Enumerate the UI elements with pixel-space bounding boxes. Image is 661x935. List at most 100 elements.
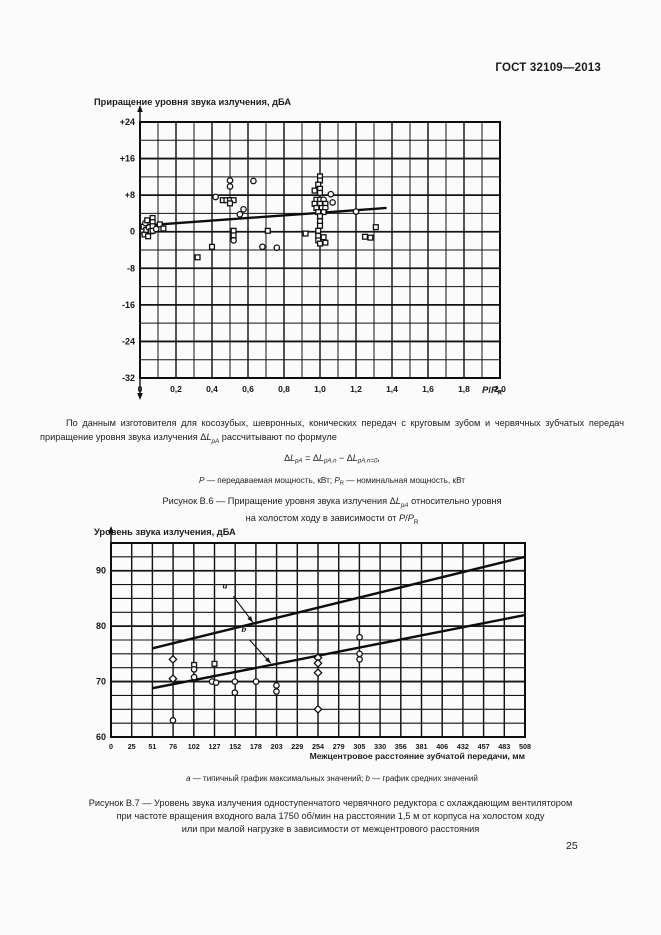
data-point	[264, 227, 271, 234]
document-header: ГОСТ 32109—2013	[495, 62, 601, 74]
x-tick-label: 1,8	[458, 384, 470, 394]
x-tick-label: 0,8	[278, 384, 290, 394]
x-tick-label: 330	[374, 742, 386, 751]
data-point	[152, 225, 160, 233]
data-point	[372, 224, 379, 231]
x-tick-label: 381	[416, 742, 428, 751]
plot-border	[110, 542, 526, 738]
text-segment: L	[290, 453, 296, 463]
chart-b7-y-axis-title: Уровень звука излучения, дБА	[94, 527, 236, 537]
data-point	[212, 679, 220, 687]
text-segment: b	[365, 774, 370, 783]
chart-b6-x-axis-label: P/PR	[462, 385, 522, 397]
data-point	[322, 239, 329, 246]
text-segment: ,	[377, 453, 380, 463]
data-point	[168, 654, 178, 664]
data-point	[169, 717, 177, 724]
data-point	[212, 193, 219, 201]
y-tick-label: +8	[125, 190, 135, 200]
text-segment: — типичный график максимальных значений;	[190, 774, 366, 783]
x-tick-label: 0,4	[206, 384, 218, 394]
text-segment: рассчитывают по формуле	[219, 431, 337, 442]
text-segment: /	[488, 385, 491, 396]
data-point	[250, 177, 257, 185]
text-segment: Рисунок В.6 — Приращение уровня звука из…	[162, 496, 396, 506]
data-point	[316, 213, 324, 220]
y-tick-label: +16	[120, 154, 135, 164]
data-point	[236, 210, 244, 218]
x-tick-label: 305	[353, 742, 365, 751]
text-segment: pA,n=0	[357, 457, 378, 465]
chart-b7-x-axis-label: Межцентровое расстояние зубчатой передач…	[309, 751, 525, 761]
x-tick-label: 51	[148, 742, 156, 751]
x-tick-label: 2,0	[494, 384, 506, 394]
formula: ΔLpA = ΔLpA,n − ΔLpA,n=0,	[40, 453, 624, 465]
data-point	[145, 233, 152, 240]
data-point	[190, 666, 198, 673]
text-segment: L	[206, 431, 212, 442]
y-tick-label: -32	[122, 373, 135, 383]
data-point	[208, 243, 216, 250]
text-segment: /	[405, 512, 408, 523]
data-point	[240, 205, 247, 213]
trend-line-b	[152, 613, 526, 690]
x-tick-label: 483	[498, 742, 510, 751]
trend-line-regression	[139, 206, 387, 227]
figure-b7-caption-line3: или при малой нагрузке в зависимости от …	[181, 824, 480, 834]
text-segment: P	[399, 512, 406, 523]
y-axis-arrow-head	[108, 526, 114, 533]
annotation-label-b: b	[241, 625, 246, 635]
data-point	[230, 197, 237, 204]
data-point	[273, 244, 281, 252]
text-segment: R	[413, 518, 419, 526]
plot-border	[139, 121, 501, 379]
text-segment: P	[334, 476, 340, 485]
page-number: 25	[566, 840, 578, 852]
text-segment: P	[198, 476, 205, 485]
y-tick-label: 80	[96, 621, 106, 631]
text-segment: P	[490, 385, 498, 396]
data-point	[252, 678, 260, 685]
text-segment: — передаваемая мощность, кВт;	[204, 476, 335, 485]
data-point	[160, 225, 167, 232]
data-point	[273, 682, 280, 689]
figure-b6-caption: Рисунок В.6 — Приращение уровня звука из…	[40, 495, 624, 529]
trend-line-a	[152, 555, 526, 650]
x-tick-label: 406	[436, 742, 448, 751]
figure-b6-caption-line2: на холостом ходу в зависимости от P/PR	[40, 512, 624, 529]
data-point	[356, 650, 363, 658]
chart-b6-y-axis-title: Приращение уровня звука излучения, дБА	[94, 97, 292, 107]
data-point	[356, 656, 363, 663]
x-tick-label: 178	[250, 742, 262, 751]
text-segment: на холостом ходу в зависимости от	[245, 512, 399, 523]
y-tick-label: 90	[96, 566, 106, 576]
x-tick-label: 1,0	[314, 384, 326, 394]
x-tick-label: 76	[169, 742, 177, 751]
text-segment: − Δ	[336, 453, 353, 463]
scatter-chart-b6: +24+16+80-8-16-24-320 0,2 0,4 0,6 0,8 1,0 1,2 1…	[120, 105, 506, 400]
text-segment: — график средних значений	[370, 774, 478, 783]
text-segment: pA	[400, 501, 409, 509]
data-point	[356, 633, 363, 641]
y-tick-label: -24	[122, 336, 135, 346]
x-tick-label: 0,6	[242, 384, 254, 394]
text-segment: a	[186, 774, 191, 783]
y-tick-label: -16	[122, 300, 135, 310]
x-tick-label: 279	[333, 742, 345, 751]
figure-b7-caption-line1: Рисунок В.7 — Уровень звука излучения од…	[88, 798, 573, 808]
x-tick-label: 1,2	[350, 384, 362, 394]
text-segment: L	[318, 453, 324, 463]
data-point	[316, 222, 324, 229]
text-segment: L	[352, 453, 358, 463]
x-tick-label: 1,6	[422, 384, 434, 394]
data-point	[168, 674, 178, 684]
data-point	[315, 227, 322, 234]
data-point	[226, 177, 234, 184]
data-point	[230, 237, 237, 244]
data-point	[144, 217, 151, 224]
figure-b7-legend-note: a — типичный график максимальных значени…	[40, 774, 624, 783]
data-point	[194, 254, 201, 261]
text-segment: R	[497, 389, 502, 397]
data-point	[313, 653, 323, 663]
x-tick-label: 508	[519, 742, 531, 751]
